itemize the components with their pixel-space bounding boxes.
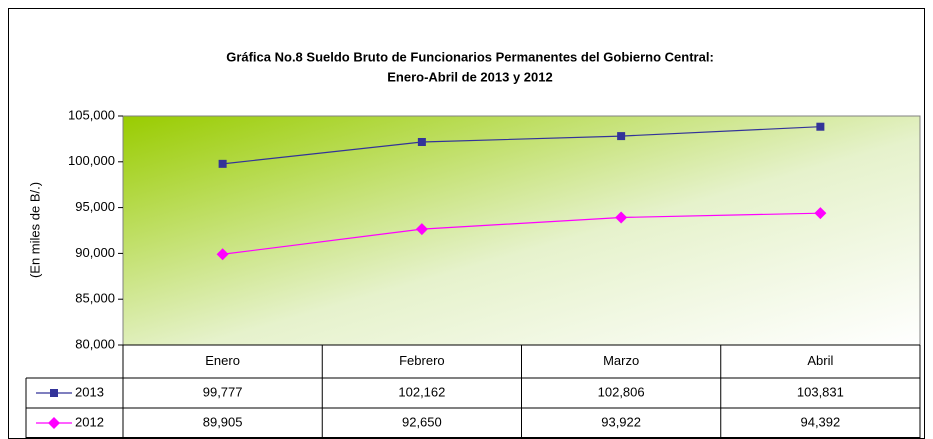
table-value: 99,777: [203, 384, 243, 399]
marker: [417, 137, 426, 146]
chart-title: Gráfica No.8 Sueldo Bruto de Funcionario…: [226, 49, 714, 64]
y-tick-label: 95,000: [75, 199, 115, 214]
marker: [50, 389, 58, 397]
marker: [48, 417, 60, 429]
marker: [814, 207, 827, 220]
y-tick-label: 80,000: [75, 336, 115, 351]
table-value: 92,650: [402, 414, 442, 429]
marker: [816, 122, 825, 131]
plot-area: [122, 115, 921, 346]
y-tick-label: 90,000: [75, 245, 115, 260]
table-value: 102,162: [398, 384, 445, 399]
table-value: 102,806: [598, 384, 645, 399]
x-tick-label: Marzo: [603, 353, 639, 368]
x-tick-label: Abril: [807, 353, 833, 368]
chart-title: Enero-Abril de 2013 y 2012: [387, 69, 552, 84]
legend-label: 2012: [75, 414, 104, 429]
table-value: 93,922: [601, 414, 641, 429]
series-line: [222, 212, 821, 255]
legend-label: 2013: [75, 384, 104, 399]
x-tick-label: Enero: [205, 353, 240, 368]
y-tick-label: 105,000: [68, 107, 115, 122]
marker: [218, 159, 227, 168]
marker: [216, 248, 229, 261]
marker: [415, 223, 428, 236]
marker: [617, 132, 626, 141]
y-tick-label: 85,000: [75, 291, 115, 306]
series-line: [222, 126, 821, 165]
marker: [615, 211, 628, 224]
y-tick-label: 100,000: [68, 153, 115, 168]
table-value: 89,905: [203, 414, 243, 429]
table-value: 94,392: [800, 414, 840, 429]
table-value: 103,831: [797, 384, 844, 399]
x-tick-label: Febrero: [399, 353, 445, 368]
y-axis-label: (En miles de B/.): [27, 182, 42, 278]
